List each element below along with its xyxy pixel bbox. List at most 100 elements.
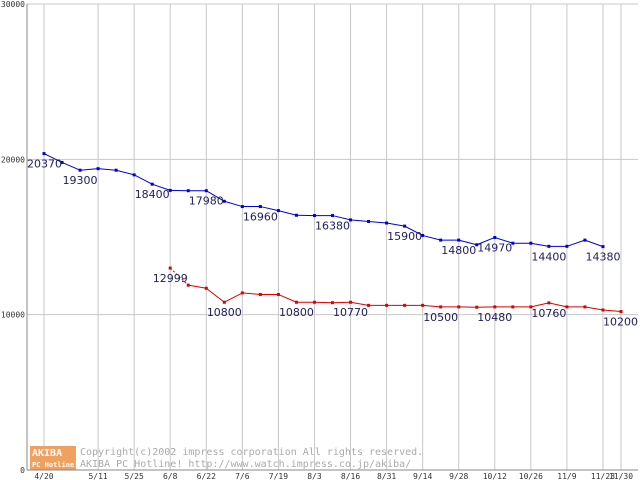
x-tick-label: 9/14 bbox=[413, 472, 432, 480]
series-0-segment bbox=[43, 153, 63, 163]
series-0-segment bbox=[224, 200, 243, 208]
series-0-point bbox=[367, 219, 371, 223]
series-0-segment bbox=[566, 239, 586, 247]
series-1-point bbox=[547, 301, 551, 305]
y-tick-label: 20000 bbox=[1, 155, 25, 164]
series-1-segment bbox=[188, 284, 207, 289]
y-axis-tick-labels: 0 10000 20000 30000 bbox=[1, 0, 25, 475]
series-1-segment bbox=[278, 294, 297, 303]
series-0-segment bbox=[332, 215, 351, 221]
y-tick-label: 30000 bbox=[1, 0, 25, 9]
y-tick-label: 0 bbox=[20, 466, 25, 475]
series-1-point bbox=[168, 266, 172, 270]
x-tick-label: 10/12 bbox=[483, 472, 507, 480]
series-0-segment bbox=[458, 239, 477, 246]
x-tick-label: 5/25 bbox=[125, 472, 144, 480]
data-label: 16960 bbox=[243, 211, 278, 224]
series-1-point bbox=[529, 305, 533, 309]
y-tick-label: 10000 bbox=[1, 311, 25, 320]
x-tick-label: 8/16 bbox=[341, 472, 360, 480]
series-0-point bbox=[60, 160, 64, 164]
series-1-segment bbox=[530, 302, 549, 308]
data-label: 10760 bbox=[531, 307, 566, 320]
data-label: 14380 bbox=[585, 251, 620, 264]
series-0-point bbox=[457, 238, 461, 242]
series-1-segment bbox=[422, 304, 441, 308]
data-label: 20370 bbox=[27, 158, 62, 171]
series-0-point bbox=[168, 188, 172, 192]
series-0-segment bbox=[260, 206, 279, 212]
series-0-point bbox=[475, 243, 479, 247]
data-label: 10800 bbox=[207, 306, 242, 319]
series-1-segment bbox=[224, 292, 243, 303]
series-0-point bbox=[439, 238, 443, 242]
series-0-point bbox=[601, 245, 605, 249]
series-1-point bbox=[222, 300, 226, 304]
series-1-point bbox=[421, 303, 425, 307]
series-0-point bbox=[186, 189, 190, 193]
data-label: 17980 bbox=[189, 195, 224, 208]
data-label: 10500 bbox=[423, 311, 458, 324]
series-1-segment bbox=[242, 292, 261, 295]
series-0-point bbox=[294, 213, 298, 217]
series-0-point bbox=[42, 152, 46, 156]
series-0-segment bbox=[152, 183, 171, 191]
series-1-point bbox=[367, 303, 371, 307]
series-0-point bbox=[114, 168, 118, 172]
series-0-point bbox=[565, 244, 569, 248]
data-label: 14970 bbox=[477, 241, 512, 254]
series-0-segment bbox=[422, 234, 441, 241]
series-1-point bbox=[385, 303, 389, 307]
x-axis-tick-labels: 4/20 5/11 5/25 6/8 6/22 7/6 7/19 8/3 8/16 8/31 9/1… bbox=[34, 472, 633, 480]
series-1-point bbox=[457, 305, 461, 309]
data-label: 10200 bbox=[603, 316, 638, 329]
series-0-segment bbox=[386, 222, 405, 227]
series-0-segment bbox=[584, 239, 604, 248]
data-label: 15900 bbox=[387, 230, 422, 243]
series-1-point bbox=[186, 283, 190, 287]
data-label: 19300 bbox=[63, 174, 98, 187]
series-1-segment bbox=[548, 302, 568, 308]
x-tick-label: 5/11 bbox=[88, 472, 107, 480]
series-0-point bbox=[258, 205, 262, 209]
x-tick-label: 11/30 bbox=[609, 472, 633, 480]
series-0-point bbox=[240, 205, 244, 209]
data-label: 18400 bbox=[135, 188, 170, 201]
x-tick-label: 8/3 bbox=[307, 472, 322, 480]
series-0-point bbox=[547, 244, 551, 248]
series-0-point bbox=[150, 182, 154, 186]
series-1-point bbox=[403, 303, 407, 307]
series-0-segment bbox=[115, 169, 135, 176]
data-label: 16380 bbox=[315, 220, 350, 233]
series-0-point bbox=[349, 218, 353, 222]
series-1-point bbox=[294, 300, 298, 304]
series-0-segment bbox=[350, 219, 369, 222]
plot-background bbox=[27, 4, 638, 470]
series-0-point bbox=[403, 224, 407, 228]
x-tick-label: 4/20 bbox=[34, 472, 53, 480]
series-1-segment bbox=[584, 306, 604, 311]
series-0-point bbox=[331, 214, 334, 218]
copyright-watermark: AKIBA PC Hotline! Copyright(c)2002 impre… bbox=[30, 446, 423, 470]
x-tick-label: 7/19 bbox=[269, 472, 288, 480]
copyright-line: Copyright(c)2002 impress corporation All… bbox=[80, 447, 423, 458]
series-0-point bbox=[421, 233, 425, 237]
series-1-segment bbox=[350, 301, 369, 306]
series-0-segment bbox=[476, 237, 495, 246]
series-0-segment bbox=[278, 210, 297, 216]
series-0-point bbox=[312, 214, 316, 218]
data-label: 10480 bbox=[477, 311, 512, 324]
series-1-point bbox=[240, 291, 244, 295]
series-1-point bbox=[331, 301, 334, 305]
series-0-point bbox=[583, 238, 587, 242]
series-layer bbox=[42, 152, 623, 314]
series-0-point bbox=[222, 199, 226, 203]
x-tick-label: 11/23 bbox=[591, 472, 615, 480]
x-tick-label: 10/26 bbox=[519, 472, 543, 480]
series-1-point bbox=[583, 305, 587, 309]
series-0-segment bbox=[133, 174, 153, 185]
series-1-point bbox=[312, 300, 316, 304]
series-1-point bbox=[493, 305, 497, 309]
series-1-point bbox=[439, 305, 443, 309]
